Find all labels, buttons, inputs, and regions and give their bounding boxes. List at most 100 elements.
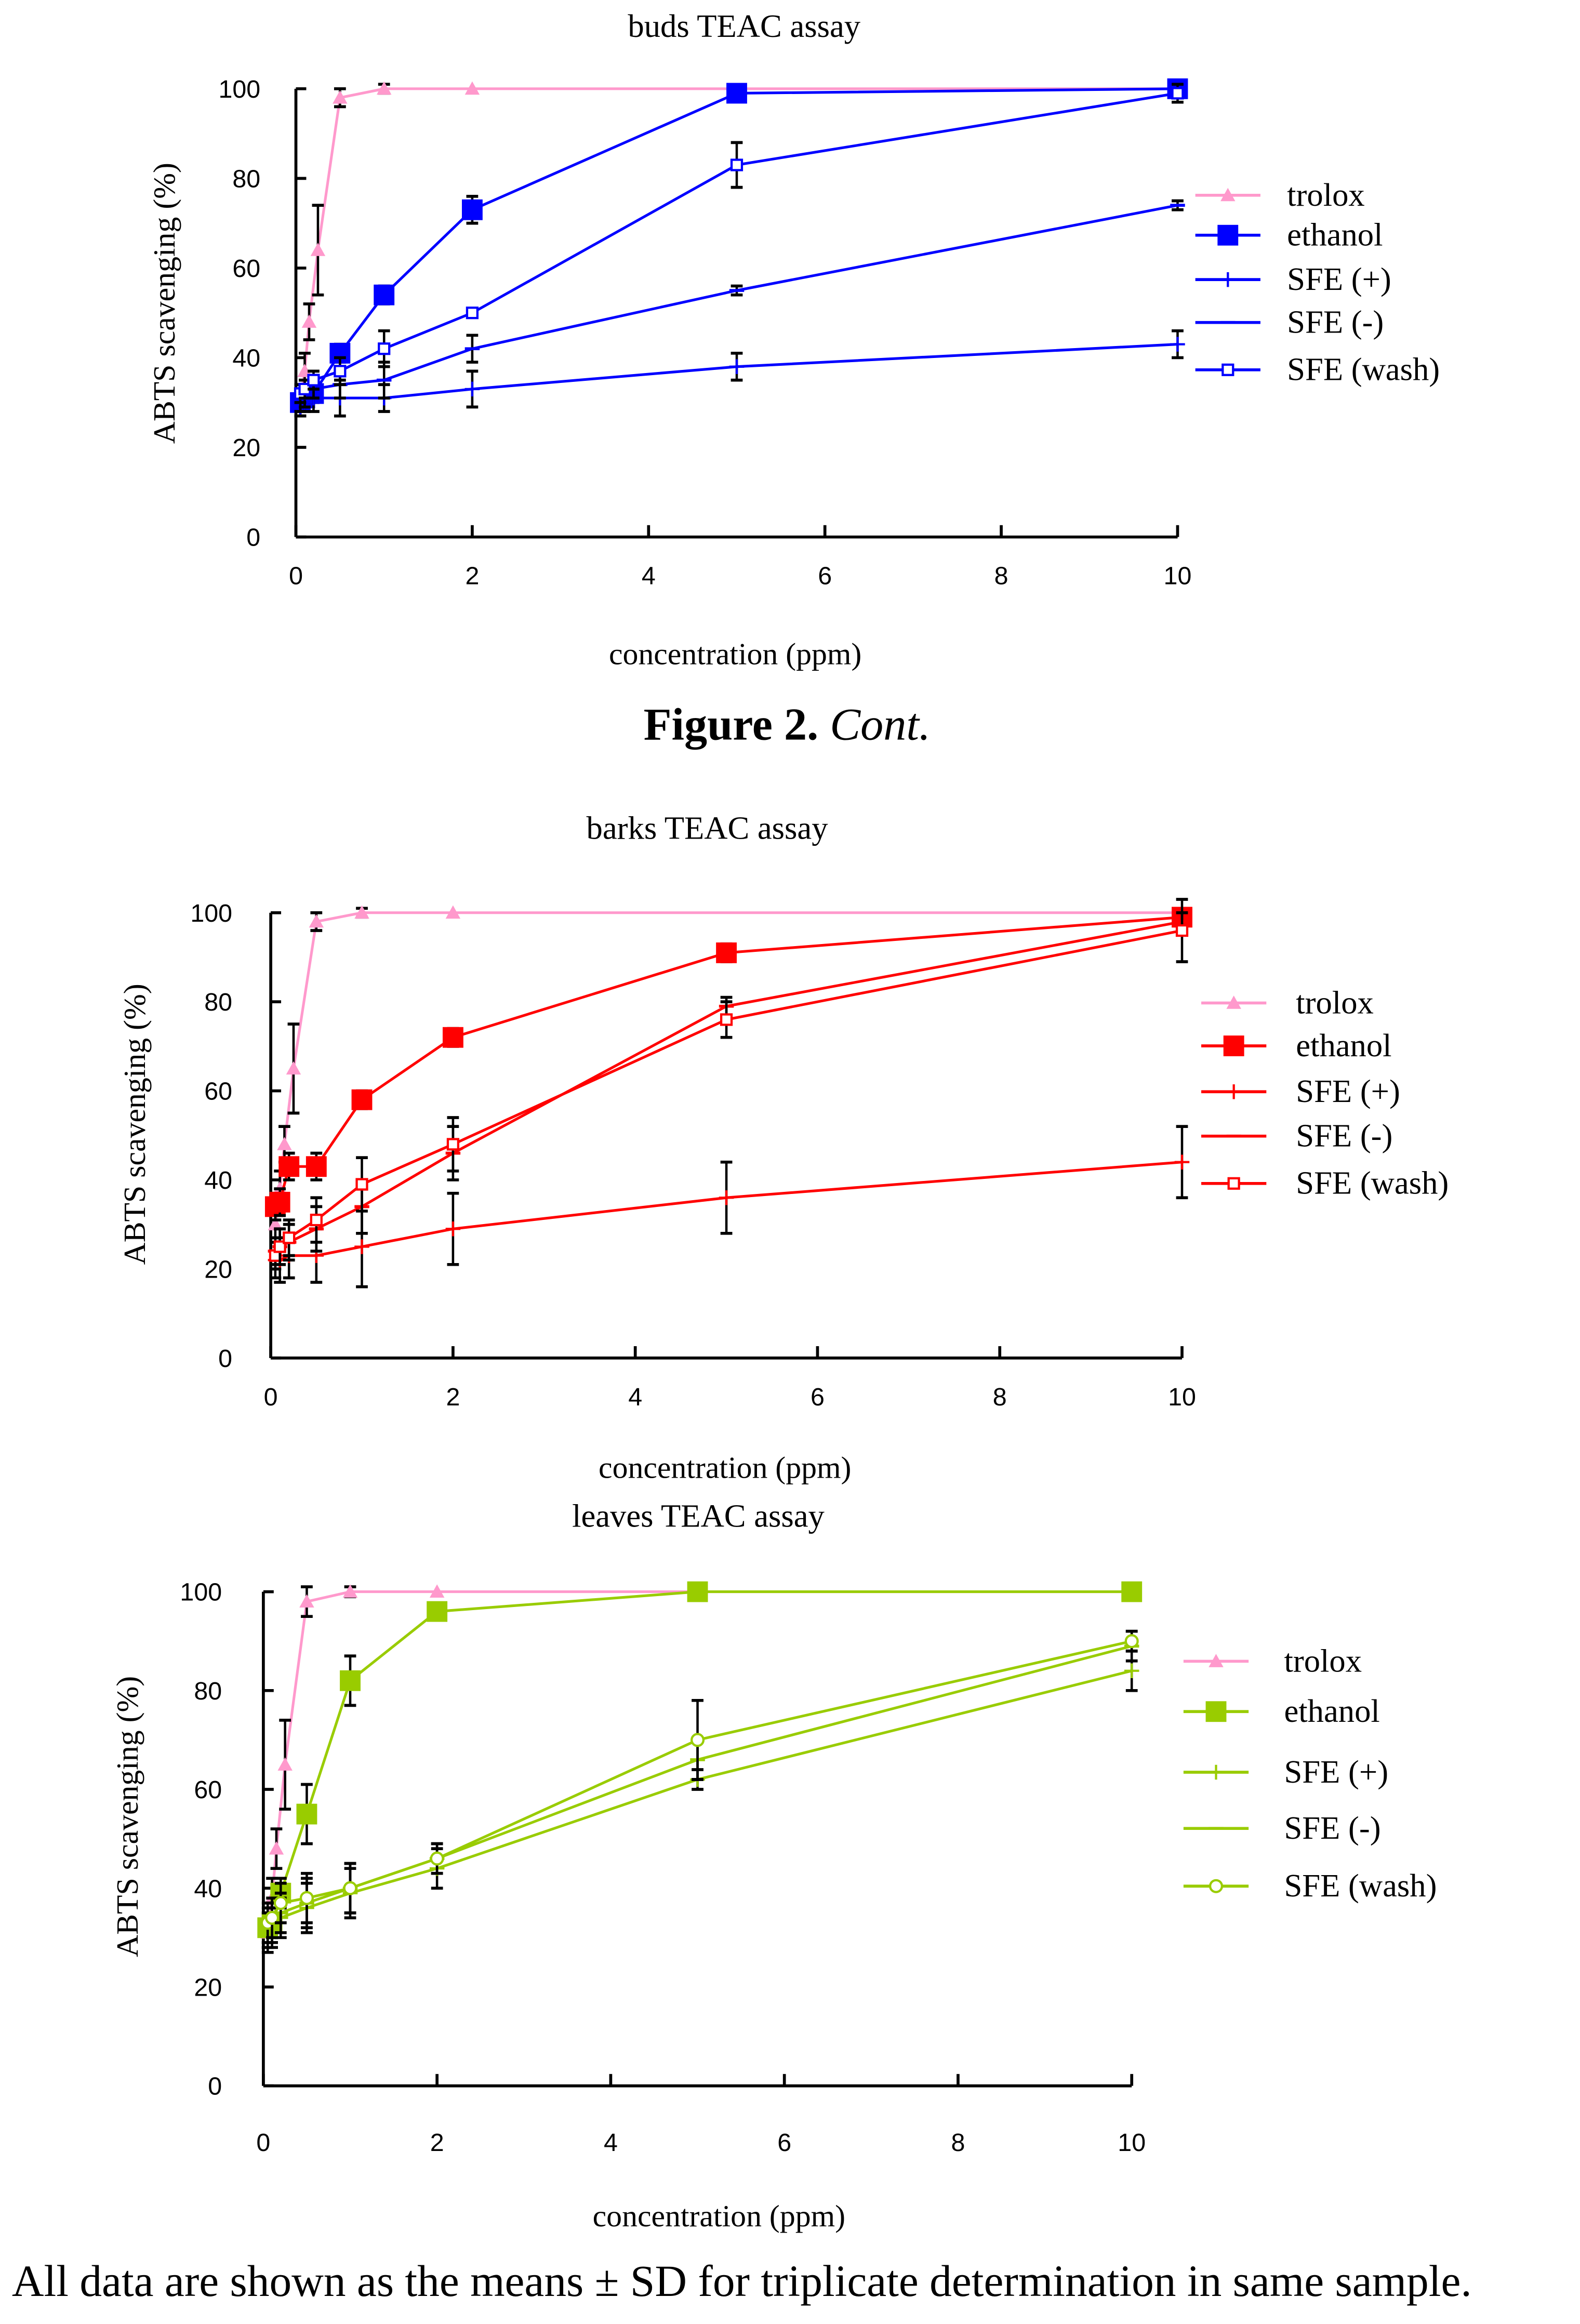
legend-label: ethanol <box>1287 217 1383 253</box>
triangle-marker <box>342 1584 358 1598</box>
chart-title: barks TEAC assay <box>587 809 829 846</box>
series-sfe <box>268 1125 1190 1289</box>
legend-label: trolox <box>1296 984 1374 1020</box>
series-line <box>299 204 1178 404</box>
open-square-marker <box>1175 924 1189 937</box>
caption-bold: Figure 2. <box>644 699 819 750</box>
triangle-marker <box>464 81 480 95</box>
triangle-marker <box>277 1757 293 1771</box>
open-circle-marker <box>1209 1879 1224 1893</box>
x-tick-label: 0 <box>256 2129 270 2157</box>
triangle-marker <box>310 243 326 256</box>
square-marker <box>340 1670 361 1691</box>
series-trolox <box>260 1584 1139 1949</box>
open-circle-marker <box>1124 1634 1139 1649</box>
legend-item: SFE (wash) <box>1201 1165 1449 1201</box>
x-tick-label: 0 <box>264 1383 278 1411</box>
x-tick-label: 8 <box>951 2129 965 2157</box>
legend-label: SFE (-) <box>1287 304 1384 340</box>
square-marker <box>351 1089 373 1110</box>
series-ethanol <box>290 78 1188 413</box>
legend-label: SFE (wash) <box>1284 1867 1437 1904</box>
x-tick-label: 6 <box>777 2129 791 2157</box>
open-square-marker <box>283 1231 296 1244</box>
y-tick-label: 100 <box>180 1578 222 1606</box>
triangle-marker <box>1220 188 1236 202</box>
y-tick-label: 0 <box>246 524 260 552</box>
y-tick-label: 80 <box>204 988 232 1016</box>
y-tick-label: 20 <box>194 1973 222 2001</box>
legend-item: SFE (-) <box>1201 1118 1392 1154</box>
open-circle-marker <box>273 1896 288 1910</box>
y-tick-label: 40 <box>204 1166 232 1194</box>
legend-item: SFE (wash) <box>1195 351 1440 388</box>
y-tick-label: 20 <box>232 434 260 462</box>
x-tick-label: 10 <box>1164 562 1192 590</box>
y-tick-label: 0 <box>208 2073 222 2101</box>
series-line <box>274 920 1183 1252</box>
legend-label: SFE (-) <box>1284 1810 1380 1846</box>
y-axis-label: ABTS scavenging (%) <box>147 163 181 444</box>
y-tick-label: 60 <box>204 1078 232 1106</box>
y-tick-label: 100 <box>190 899 232 927</box>
square-marker <box>269 1191 290 1213</box>
legend-item: trolox <box>1183 1642 1362 1679</box>
square-marker <box>427 1601 448 1622</box>
x-tick-label: 2 <box>446 1383 460 1411</box>
legend-item: SFE (+) <box>1201 1073 1400 1109</box>
y-tick-label: 60 <box>232 255 260 283</box>
series-sfe-wash <box>260 1629 1139 1944</box>
open-square-marker <box>730 158 743 171</box>
open-square-marker <box>446 1138 460 1151</box>
square-marker <box>1121 1581 1143 1602</box>
legend-item: trolox <box>1195 177 1365 213</box>
y-axis-label: ABTS scavenging (%) <box>110 1676 144 1957</box>
legend-label: SFE (+) <box>1296 1073 1400 1109</box>
triangle-marker <box>1209 1654 1224 1667</box>
open-circle-marker <box>343 1881 357 1895</box>
open-square-marker <box>1171 87 1184 100</box>
triangle-marker <box>309 914 324 928</box>
open-square-marker <box>307 374 320 387</box>
triangle-marker <box>268 1217 283 1231</box>
triangle-marker <box>376 81 392 95</box>
triangle-marker <box>445 905 461 919</box>
series-line <box>267 1669 1132 1934</box>
legend-item: SFE (wash) <box>1183 1867 1437 1904</box>
square-marker <box>278 1156 300 1177</box>
y-tick-label: 40 <box>232 344 260 373</box>
x-tick-label: 0 <box>289 562 303 590</box>
legend-label: SFE (wash) <box>1287 351 1440 388</box>
legend-item: SFE (-) <box>1195 304 1384 340</box>
series-line <box>299 87 1178 403</box>
square-marker <box>442 1027 463 1048</box>
open-square-marker <box>466 307 479 320</box>
x-axis-label: concentration (ppm) <box>593 2199 845 2233</box>
square-marker <box>461 199 483 220</box>
legend-label: SFE (+) <box>1284 1754 1388 1790</box>
square-marker <box>687 1581 708 1602</box>
square-marker <box>716 942 737 963</box>
open-square-marker <box>355 1178 368 1191</box>
legend-label: trolox <box>1287 177 1365 213</box>
chart-leaves: leaves TEAC assay concentration (ppm) AB… <box>110 1497 1437 2233</box>
triangle-marker <box>1226 995 1241 1009</box>
chart-buds: buds TEAC assay concentration (ppm) ABTS… <box>147 8 1440 671</box>
y-axis-label: ABTS scavenging (%) <box>117 984 152 1265</box>
y-tick-label: 40 <box>194 1875 222 1903</box>
triangle-marker <box>333 90 348 104</box>
x-tick-label: 4 <box>604 2129 618 2157</box>
series-sfe-wash <box>269 898 1189 1271</box>
series-line <box>299 87 1178 404</box>
open-circle-marker <box>299 1891 314 1905</box>
legend-item: SFE (-) <box>1183 1810 1381 1846</box>
legend-item: ethanol <box>1201 1027 1392 1064</box>
legend-label: SFE (+) <box>1287 261 1391 297</box>
legend-item: SFE (+) <box>1183 1754 1388 1790</box>
x-tick-label: 4 <box>642 562 656 590</box>
open-square-marker <box>378 342 391 355</box>
legend-label: trolox <box>1284 1642 1362 1679</box>
